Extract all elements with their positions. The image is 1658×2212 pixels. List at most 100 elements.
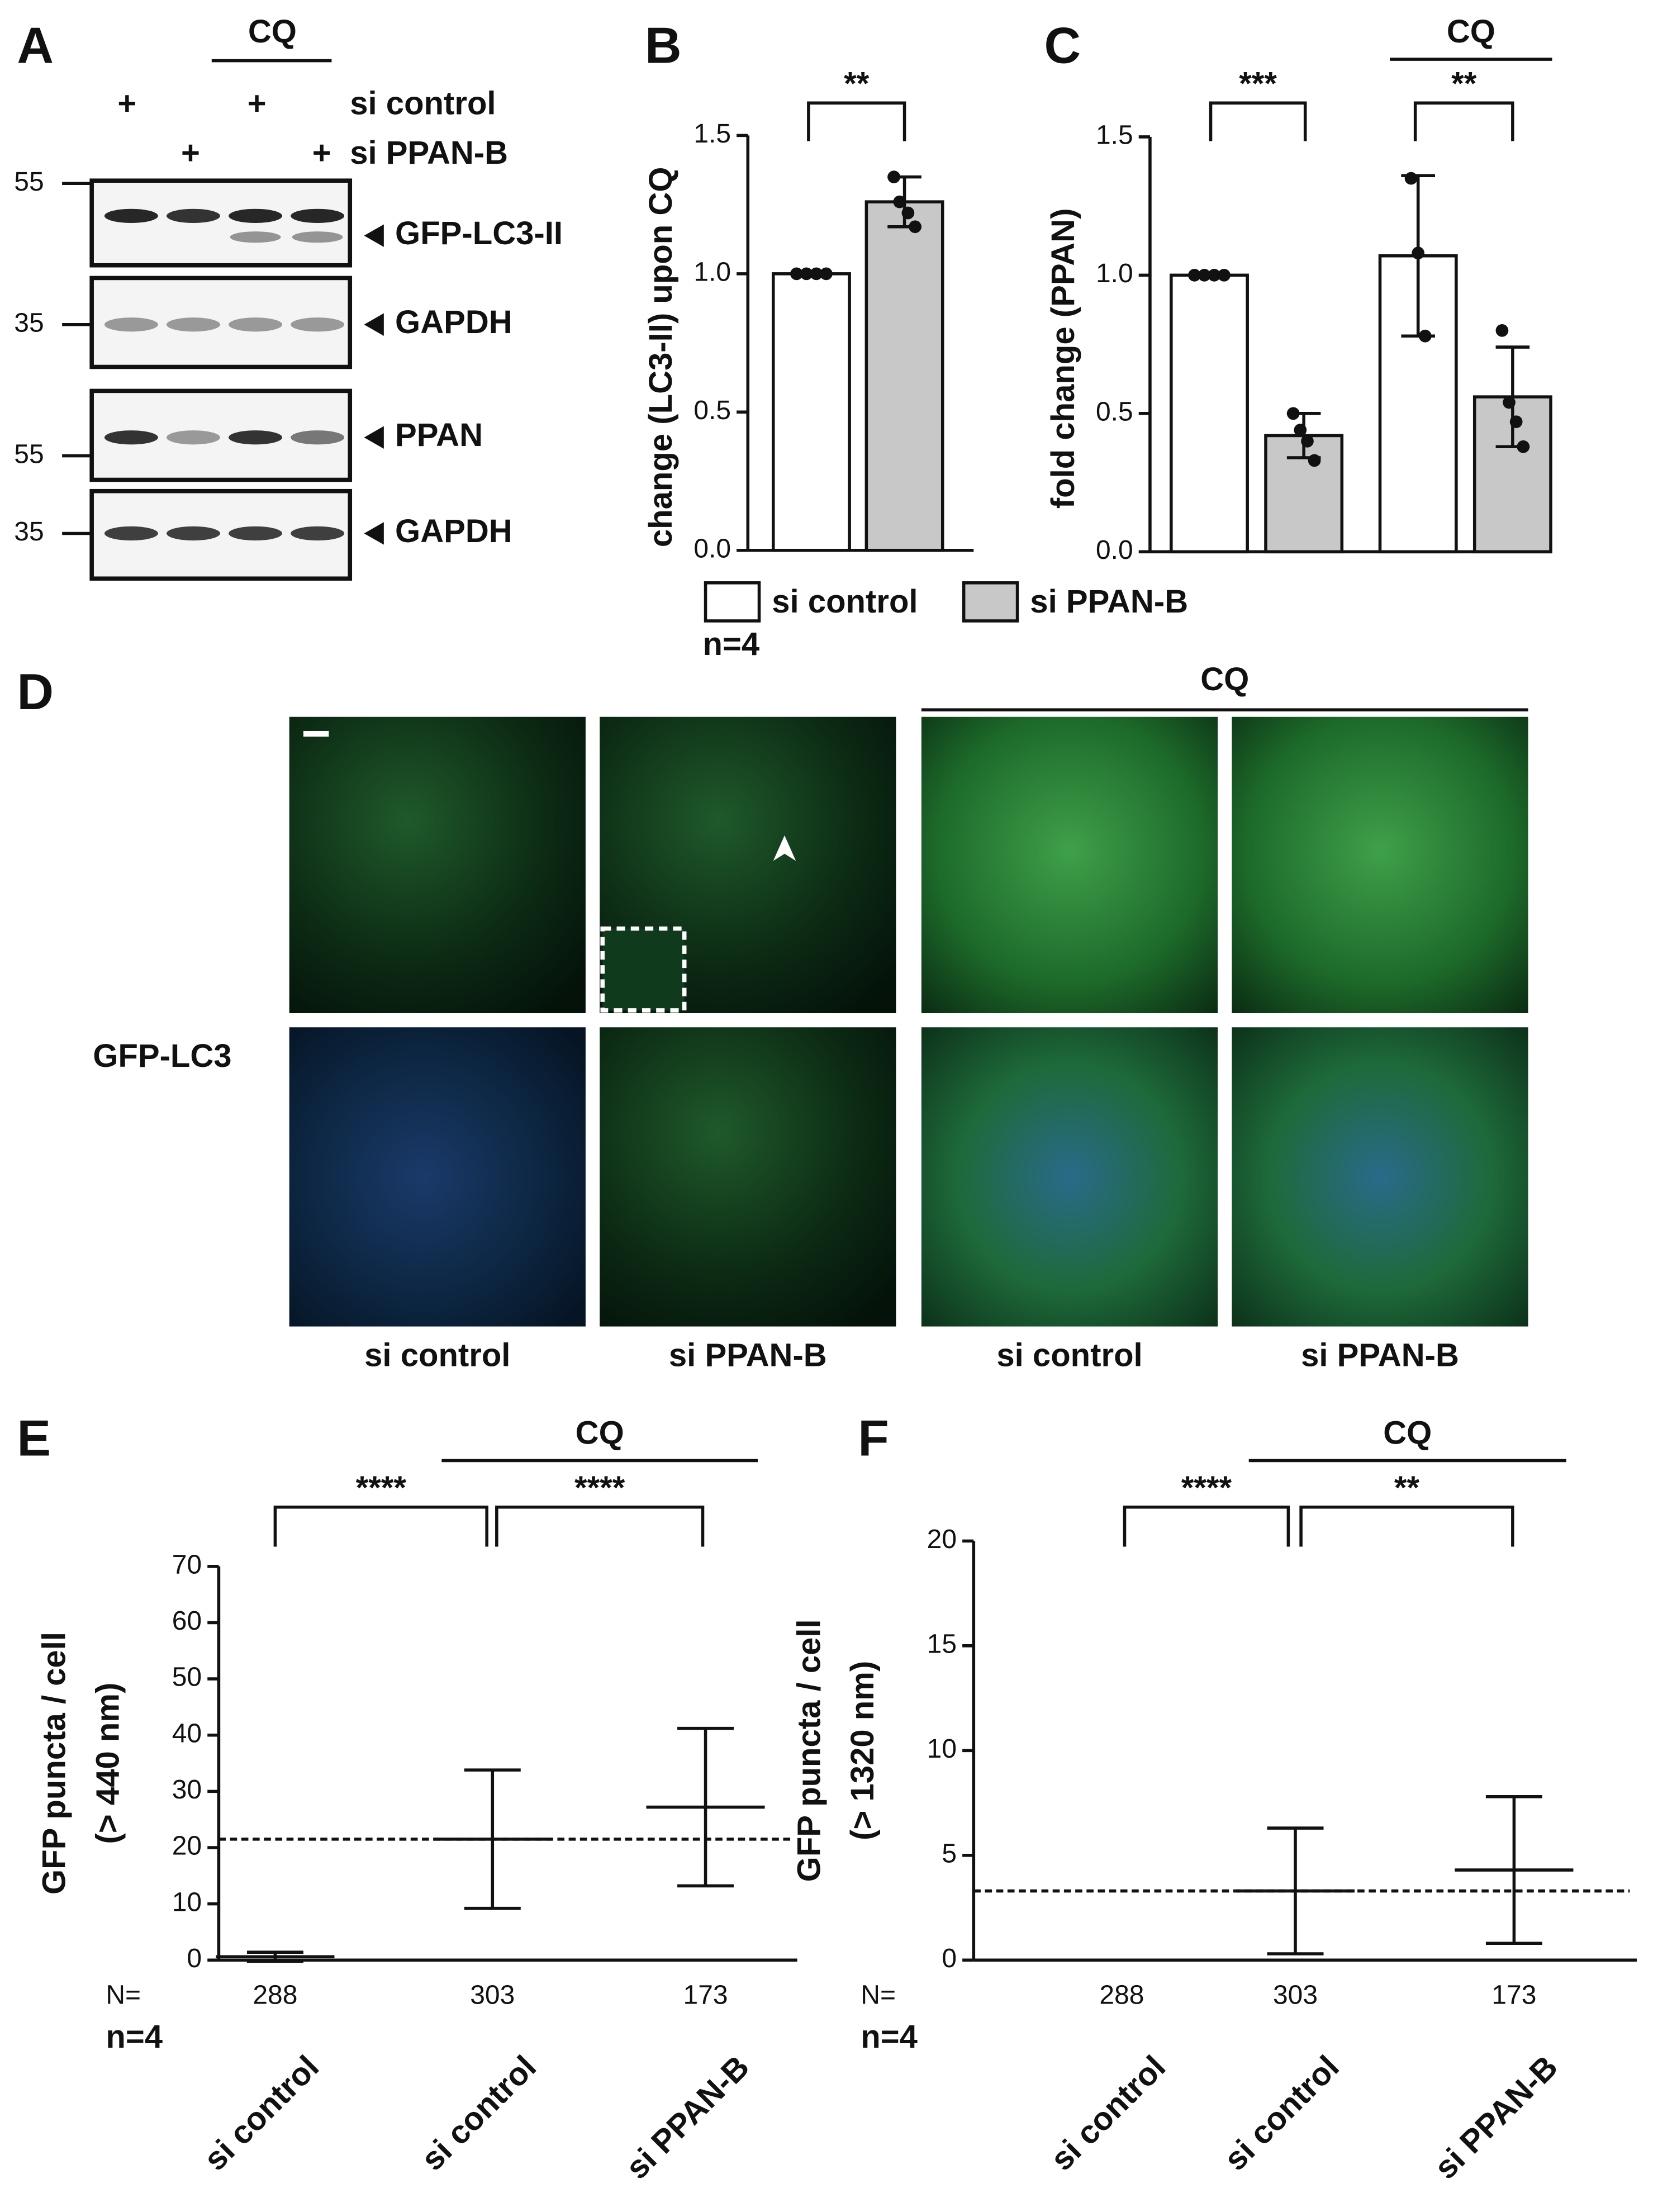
microscopy-images [289, 716, 1528, 1327]
x-tick-label: si control [197, 2049, 326, 2178]
panel-letter: C [1044, 17, 1081, 74]
y-tick-label: 1.0 [1096, 259, 1133, 288]
band [104, 430, 158, 445]
data-point [1301, 434, 1314, 448]
image [921, 716, 1218, 1013]
significance-label: **** [356, 1470, 407, 1506]
data-point [1509, 415, 1523, 429]
channel-label: GFP-LC3 [93, 1038, 231, 1074]
x-tick-label: si control [414, 2049, 543, 2178]
data-point [887, 170, 901, 184]
band [104, 526, 158, 541]
panel-letter: E [17, 1411, 51, 1467]
significance-bracket [1413, 101, 1514, 141]
band [291, 208, 345, 223]
column-label: si PPAN-B [1301, 1337, 1459, 1373]
band [291, 317, 345, 332]
panel-letter: A [17, 17, 54, 74]
y-tick-label: 1.5 [693, 119, 731, 149]
y-tick-label: 1.0 [693, 258, 731, 287]
arrowhead [773, 835, 796, 861]
plus-sign: + [248, 86, 267, 122]
legend-swatch [962, 581, 1019, 623]
data-point [1495, 324, 1509, 337]
n-label: 288 [253, 1981, 297, 2010]
treatment-label: CQ [1200, 661, 1249, 697]
y-axis-label: fold change (PPAN) [1045, 208, 1081, 509]
band [229, 430, 283, 445]
data-point [1404, 172, 1418, 185]
image [921, 1027, 1218, 1327]
data-point [820, 267, 833, 281]
band [104, 208, 158, 223]
y-tick-label: 40 [172, 1719, 202, 1748]
note: n=4 [106, 2019, 163, 2055]
blot-label: PPAN [395, 417, 483, 453]
n-label: 173 [683, 1981, 728, 2010]
n-prefix: N= [106, 1981, 141, 2010]
significance-bracket [1209, 101, 1307, 141]
marker-label: 35 [14, 517, 44, 547]
band [230, 231, 281, 243]
y-axis-label: GFP puncta / cell [36, 1632, 72, 1895]
significance-label: ** [1451, 65, 1477, 102]
legend-label: si control [772, 583, 918, 620]
legend-swatch [704, 581, 761, 623]
data-point [1208, 269, 1221, 282]
significance-bracket [807, 101, 906, 141]
column-label: si PPAN-B [669, 1337, 827, 1373]
significance-label: *** [1239, 65, 1277, 102]
data-point [810, 267, 823, 281]
band [166, 208, 220, 223]
y-tick-label: 0.5 [1096, 397, 1133, 427]
band [166, 317, 220, 332]
band [166, 430, 220, 445]
panel-letter: B [645, 17, 682, 74]
marker-label: 55 [14, 167, 44, 197]
data-point [1418, 329, 1432, 343]
n-label: 303 [470, 1981, 515, 2010]
data-point [1308, 454, 1321, 467]
arrowhead [364, 522, 384, 545]
significance-label: ** [844, 65, 870, 102]
legend-label: si PPAN-B [1030, 583, 1188, 620]
panel-letter: D [17, 664, 54, 720]
n-prefix: N= [861, 1981, 896, 2010]
image [1232, 1027, 1528, 1327]
image [289, 716, 586, 1013]
band [292, 231, 343, 243]
band [229, 526, 283, 541]
y-tick-label: 50 [172, 1663, 202, 1692]
column-label: si control [996, 1337, 1142, 1373]
significance-label: **** [1181, 1470, 1232, 1506]
data-point [893, 195, 906, 208]
y-tick-label: 5 [942, 1839, 957, 1868]
blot [89, 178, 353, 268]
panel-letter: F [858, 1411, 889, 1467]
treatment-label: CQ [248, 13, 297, 50]
y-tick-label: 1.5 [1096, 121, 1133, 150]
inset [600, 926, 687, 1013]
y-axis-label: change (LC3-II) upon CQ [643, 167, 679, 548]
y-tick-label: 0.0 [693, 534, 731, 563]
data-point [800, 267, 813, 281]
note: n=4 [703, 626, 760, 662]
column-label: si control [364, 1337, 510, 1373]
significance-bracket [273, 1505, 488, 1547]
image [289, 1027, 586, 1327]
band [291, 430, 345, 445]
band [166, 526, 220, 541]
data-point [1412, 246, 1425, 260]
y-tick-label: 20 [927, 1525, 957, 1554]
plus-sign: + [312, 135, 331, 171]
row-label: si control [350, 86, 496, 122]
y-axis-label: (> 440 nm) [89, 1683, 126, 1844]
y-tick-label: 15 [927, 1629, 957, 1659]
treatment-label: CQ [576, 1414, 624, 1451]
y-tick-label: 20 [172, 1831, 202, 1861]
y-axis-label: GFP puncta / cell [791, 1619, 827, 1882]
bar [771, 272, 851, 552]
data-point [901, 206, 915, 220]
marker-label: 35 [14, 308, 44, 338]
